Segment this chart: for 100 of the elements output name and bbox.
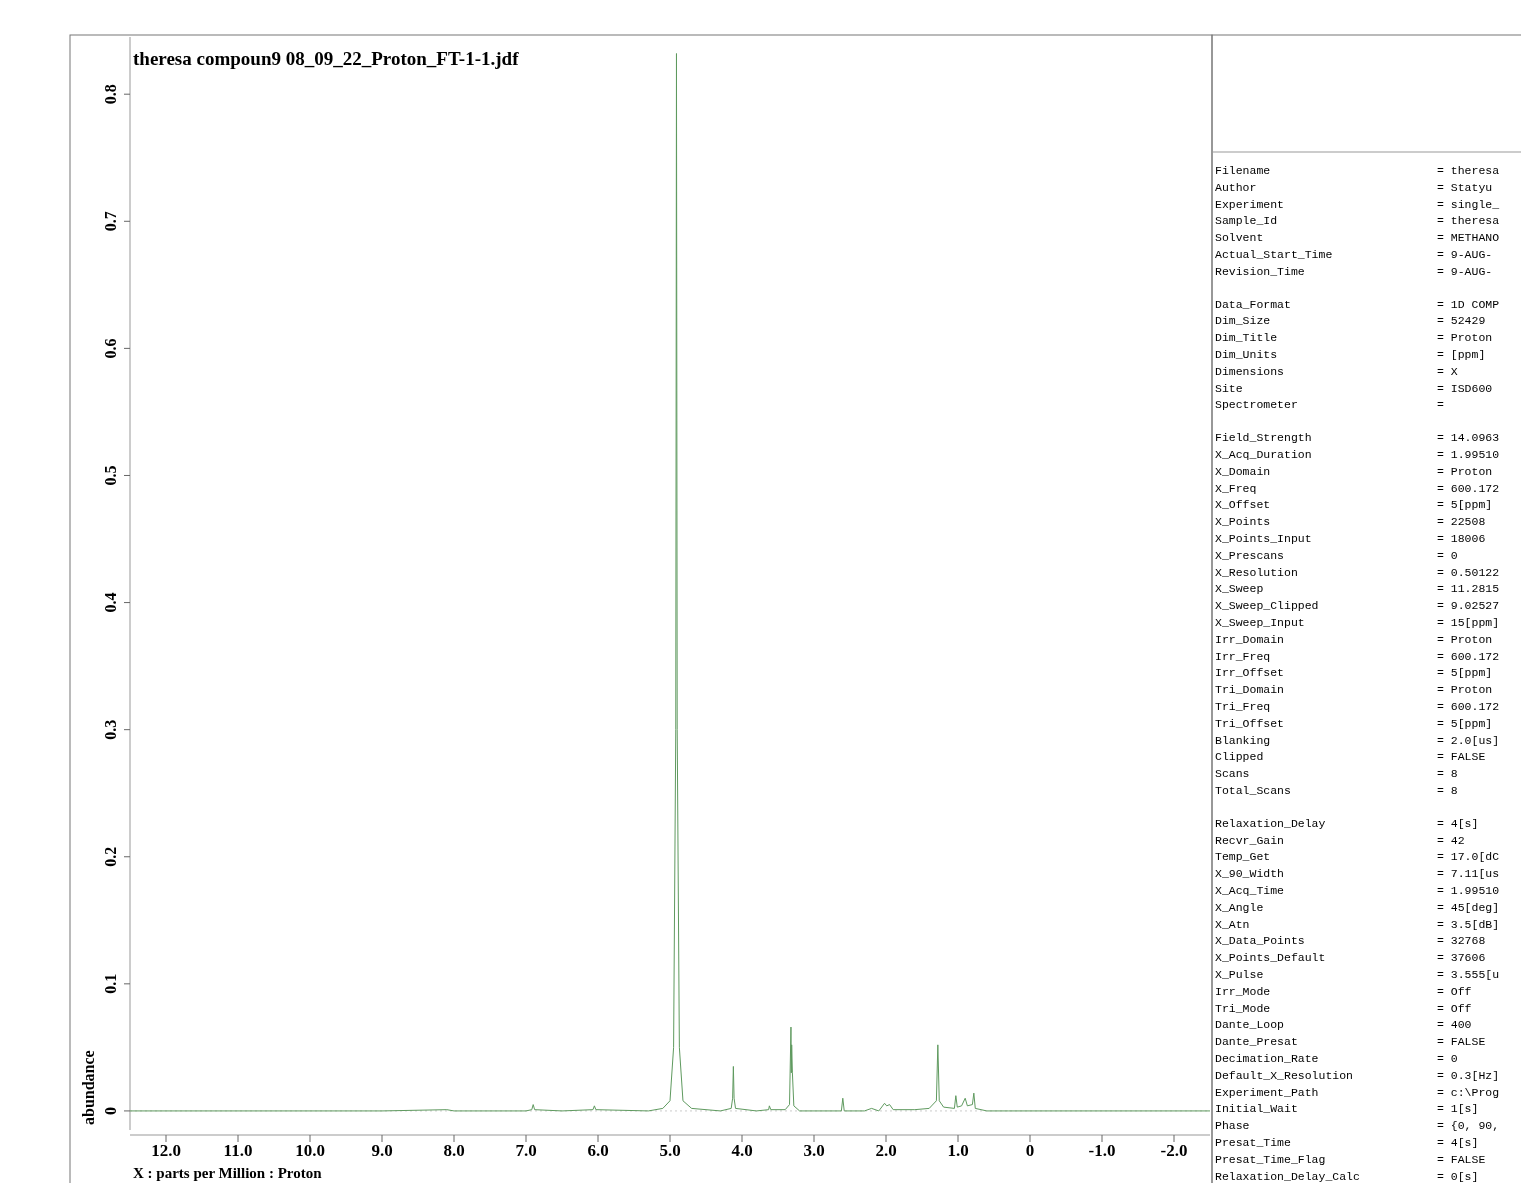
y-axis-title: abundance [80,1050,97,1125]
x-tick-label: 8.0 [443,1141,465,1160]
text: Presat_Time_Flag [1215,1152,1326,1166]
text: Irr_Freq [1215,649,1271,663]
text: = 37606 [1437,951,1486,965]
x-tick-label: 11.0 [223,1141,253,1160]
y-tick-label: 0.2 [102,846,119,867]
text: Temp_Get [1215,850,1271,864]
text: = Proton [1437,464,1493,478]
text: Irr_Offset [1215,666,1285,680]
text: = X [1437,364,1458,378]
text: Dimensions [1215,364,1285,378]
text: X_Freq [1215,481,1257,495]
text: = METHANO [1437,231,1500,245]
text: = 11.2815 [1437,582,1500,596]
text: = Proton [1437,683,1493,697]
text: Field_Strength [1215,431,1312,445]
text: Clipped [1215,750,1264,764]
text: = 400 [1437,1018,1472,1032]
line-series [129,53,1211,1112]
text: X_Sweep_Input [1215,616,1305,629]
text: = 8 [1437,767,1458,781]
x-tick-label: 3.0 [803,1141,825,1160]
text: Tri_Domain [1215,683,1285,697]
text: = c:\Prog [1437,1085,1500,1099]
text: Scans [1215,767,1250,781]
text: = 0.50122 [1437,565,1500,579]
text: = 22508 [1437,515,1486,529]
text: Actual_Start_Time [1215,248,1333,261]
text: = 3.555[u [1437,968,1500,981]
text: X_Data_Points [1215,934,1305,948]
text: = Proton [1437,331,1493,345]
text: = Proton [1437,632,1493,646]
text: X_Resolution [1215,565,1298,579]
y-tick-label: 0.5 [102,465,119,486]
text: = 17.0[dC [1437,850,1500,864]
x-axis-title: X : parts per Million : Proton [133,1165,323,1181]
x-tick-label: 7.0 [515,1141,537,1160]
text: = 7.11[us [1437,867,1500,881]
text: = 1D COMP [1437,297,1500,311]
text: X_Atn [1215,917,1250,931]
text: Initial_Wait [1215,1102,1298,1116]
text: Site [1215,381,1243,395]
text: X_Points [1215,515,1271,529]
text: Dante_Presat [1215,1035,1298,1049]
x-tick-label: 0 [1025,1141,1035,1160]
text: Blanking [1215,733,1271,747]
x-tick-label: -2.0 [1160,1141,1188,1160]
text: Dim_Size [1215,314,1271,328]
y-tick-label: 0.1 [102,973,119,994]
y-tick-label: 0.6 [102,338,119,359]
text: = 52429 [1437,314,1486,328]
text: Dim_Units [1215,348,1278,361]
x-tick-label: 6.0 [587,1141,609,1160]
text: theresa compoun9 08_09_22_Proton_FT-1-1.jdf [133,48,520,69]
text: = 5[ppm] [1437,498,1493,512]
text: = theresa [1437,214,1500,228]
text: Tri_Offset [1215,716,1285,730]
text: = 42 [1437,833,1465,847]
x-tick-label: 9.0 [371,1141,393,1160]
text: = 0.3[Hz] [1437,1068,1500,1082]
text: Spectrometer [1215,398,1298,412]
text: = 9-AUG- [1437,248,1493,261]
text: = 1.99510 [1437,884,1500,897]
text: = 5[ppm] [1437,666,1493,680]
y-tick-label: 0 [102,1106,119,1115]
text: X_Acq_Duration [1215,448,1312,461]
text: = 32768 [1437,934,1486,948]
text: = 1[s] [1437,1102,1479,1116]
text: = 4[s] [1437,816,1479,830]
text: Decimation_Rate [1215,1052,1319,1065]
text: Dante_Loop [1215,1018,1285,1032]
text: = 0[s] [1437,1169,1479,1183]
text: = 18006 [1437,532,1486,545]
text: Presat_Time [1215,1136,1292,1149]
text: X_Sweep_Clipped [1215,599,1319,613]
x-tick-label: 10.0 [295,1141,325,1160]
text: Tri_Freq [1215,700,1271,713]
text: = 45[deg] [1437,900,1500,914]
text: = 15[ppm] [1437,616,1500,629]
text: X_Sweep [1215,582,1264,596]
text: Experiment_Path [1215,1085,1319,1099]
text: = Statyu [1437,180,1493,194]
text: Default_X_Resolution [1215,1068,1354,1082]
text: X_Prescans [1215,548,1285,562]
text: = Off [1437,1001,1472,1015]
text: = 8 [1437,784,1458,797]
text: Relaxation_Delay_Calc [1215,1169,1361,1183]
x-tick-label: 5.0 [659,1141,681,1160]
text: X_Points_Default [1215,951,1326,965]
text: = 14.0963 [1437,431,1500,445]
text: X_Pulse [1215,968,1264,981]
text: X_90_Width [1215,867,1285,881]
text: = 600.172 [1437,649,1500,663]
text: X_Domain [1215,464,1271,478]
text: = 2.0[us] [1437,733,1500,747]
text: Relaxation_Delay [1215,816,1326,830]
text: X_Points_Input [1215,532,1312,545]
text: = 600.172 [1437,700,1500,713]
text: Data_Format [1215,297,1291,311]
